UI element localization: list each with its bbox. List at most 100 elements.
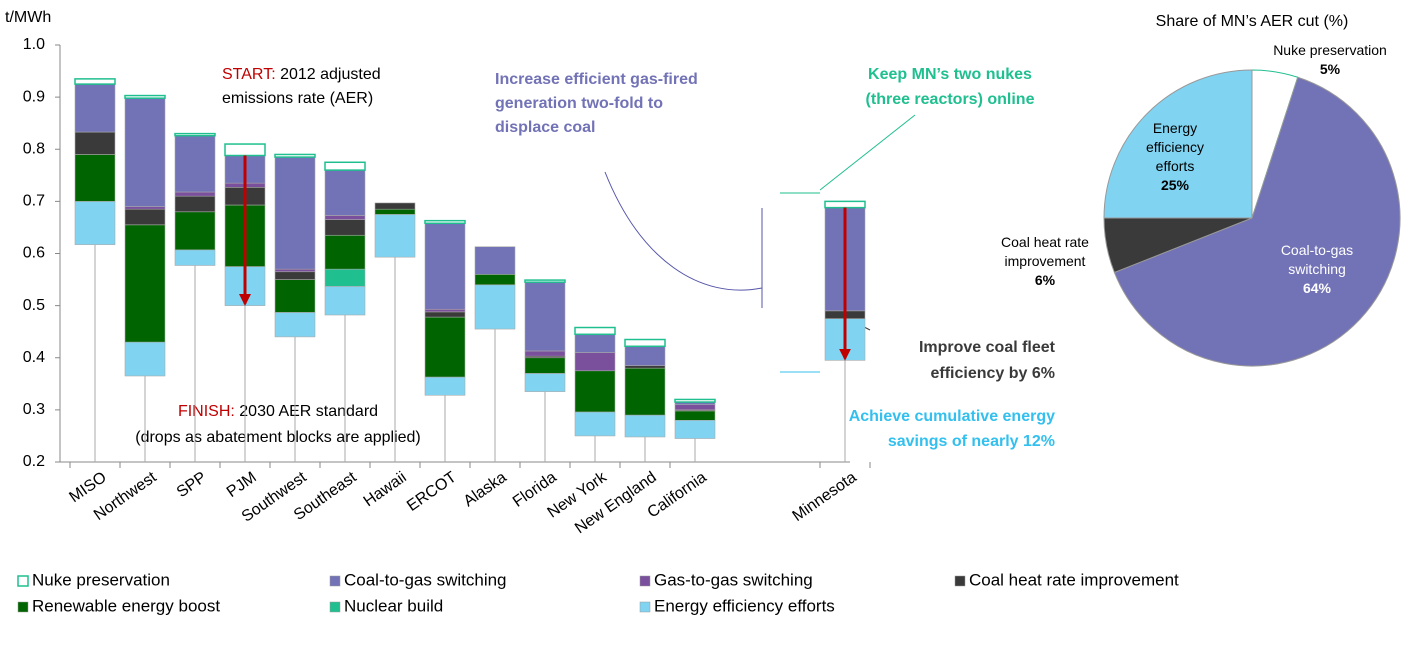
bar-segment [124,94,166,99]
bar-segment [624,365,666,369]
finish-note: (drops as abatement blocks are applied) [135,429,421,446]
gas-note: generation two-fold to [495,95,663,112]
bar-segment [324,268,366,287]
savings-note: Achieve cumulative energy [849,408,1055,425]
bar-segment [424,316,466,378]
legend-label: Coal-to-gas switching [344,570,507,589]
bar-segment [324,286,366,316]
start-text: 2012 adjusted [280,66,381,83]
pie-label-name: Nuke preservation [1273,42,1387,58]
y-tick-label: 0.4 [23,349,45,366]
bar-segment [574,333,616,353]
bar-segment [374,208,416,215]
bar-segment [174,211,216,251]
pie-label: Coal-to-gas switching 64% [1270,241,1365,298]
y-axis-label: t/MWh [5,9,51,26]
x-tick-label: Hawaii [361,469,410,510]
pie-label-name: Coal-to-gas switching [1280,242,1354,277]
bar-segment [424,311,466,318]
bar-segment [224,143,266,157]
y-tick-label: 0.7 [23,193,45,210]
gas-note: displace coal [495,119,596,136]
bar-segment [324,161,366,171]
bar-segment [324,234,366,270]
start-note: START: 2012 adjusted [222,66,381,83]
bar-segment [574,352,616,372]
bar-segment [624,367,666,416]
y-tick-label: 0.5 [23,297,45,314]
bar-segment [274,156,316,270]
bar-segment [274,153,316,158]
coal-note: efficiency by 6% [931,365,1056,382]
pie-label: Nuke preservation 5% [1245,41,1411,79]
legend-label: Energy efficiency efforts [654,596,835,615]
bar-segment [524,373,566,392]
pie-label: Coal heat rate improvement 6% [980,233,1110,290]
bar-segment [174,191,216,197]
pie-slice [1113,76,1401,367]
legend-swatch [639,575,651,587]
bar-segment [574,326,616,336]
bar-segment [124,97,166,207]
bar-segment [274,268,316,273]
bar-segment [324,219,366,236]
y-tick-label: 0.8 [23,140,45,157]
bar-segment [474,246,516,275]
bar-segment [124,224,166,343]
bar-segment [474,284,516,330]
bar-segment [524,357,566,374]
bar-segment [324,215,366,220]
bar-segment [624,414,666,438]
bar-segment [374,202,416,210]
start-note: emissions rate (AER) [222,90,373,107]
legend-swatch [17,601,29,613]
y-tick-label: 0.9 [23,88,45,105]
bar-segment [74,131,116,155]
pie-value-label: 25% [1160,177,1190,193]
finish-note: FINISH: 2030 AER standard [178,403,378,420]
pie-value-label: 64% [1302,280,1332,296]
finish-lead: FINISH: [178,403,235,420]
legend-label: Nuclear build [344,596,443,615]
bar-segment [74,154,116,202]
x-tick-label: ERCOT [404,469,460,515]
bar-segment [74,201,116,245]
y-tick-label: 0.6 [23,245,45,262]
bar-segment [524,279,566,283]
bar-segment [674,404,716,411]
pie-slice [1103,69,1253,219]
callouts: Increase efficient gas-fired generation … [495,66,1056,450]
bar-segment [524,281,566,352]
bar-segment [324,169,366,216]
bar-segment [74,78,116,85]
nukes-connector [819,114,916,191]
bar-segment [174,132,216,137]
bar-segment [274,279,316,313]
bar-segment [174,249,216,266]
bar-segment [424,376,466,396]
bar-segment [124,341,166,377]
pie-value-label: 6% [1034,272,1056,288]
bar-segment [174,135,216,193]
bar-segment [274,271,316,280]
start-lead: START: [222,66,276,83]
y-tick-label: 0.3 [23,401,45,418]
bar-segment [424,222,466,310]
pie-label-name: Energy efficiency efforts [1145,120,1205,174]
legend-label: Nuke preservation [32,570,170,589]
legend-label: Renewable energy boost [32,596,220,615]
bar-segment [674,419,716,439]
bar-segment [424,308,466,313]
nukes-note: (three reactors) online [866,91,1035,108]
pie-value-label: 5% [1319,61,1341,77]
legend-swatch [954,575,966,587]
pie-label: Energy efficiency efforts 25% [1135,119,1215,195]
x-tick-label: Minnesota [789,469,859,525]
bar-segment [274,312,316,338]
gas-connector [604,171,763,291]
bar-segment [574,411,616,437]
bar-segment [624,338,666,348]
bar-segment [74,83,116,133]
